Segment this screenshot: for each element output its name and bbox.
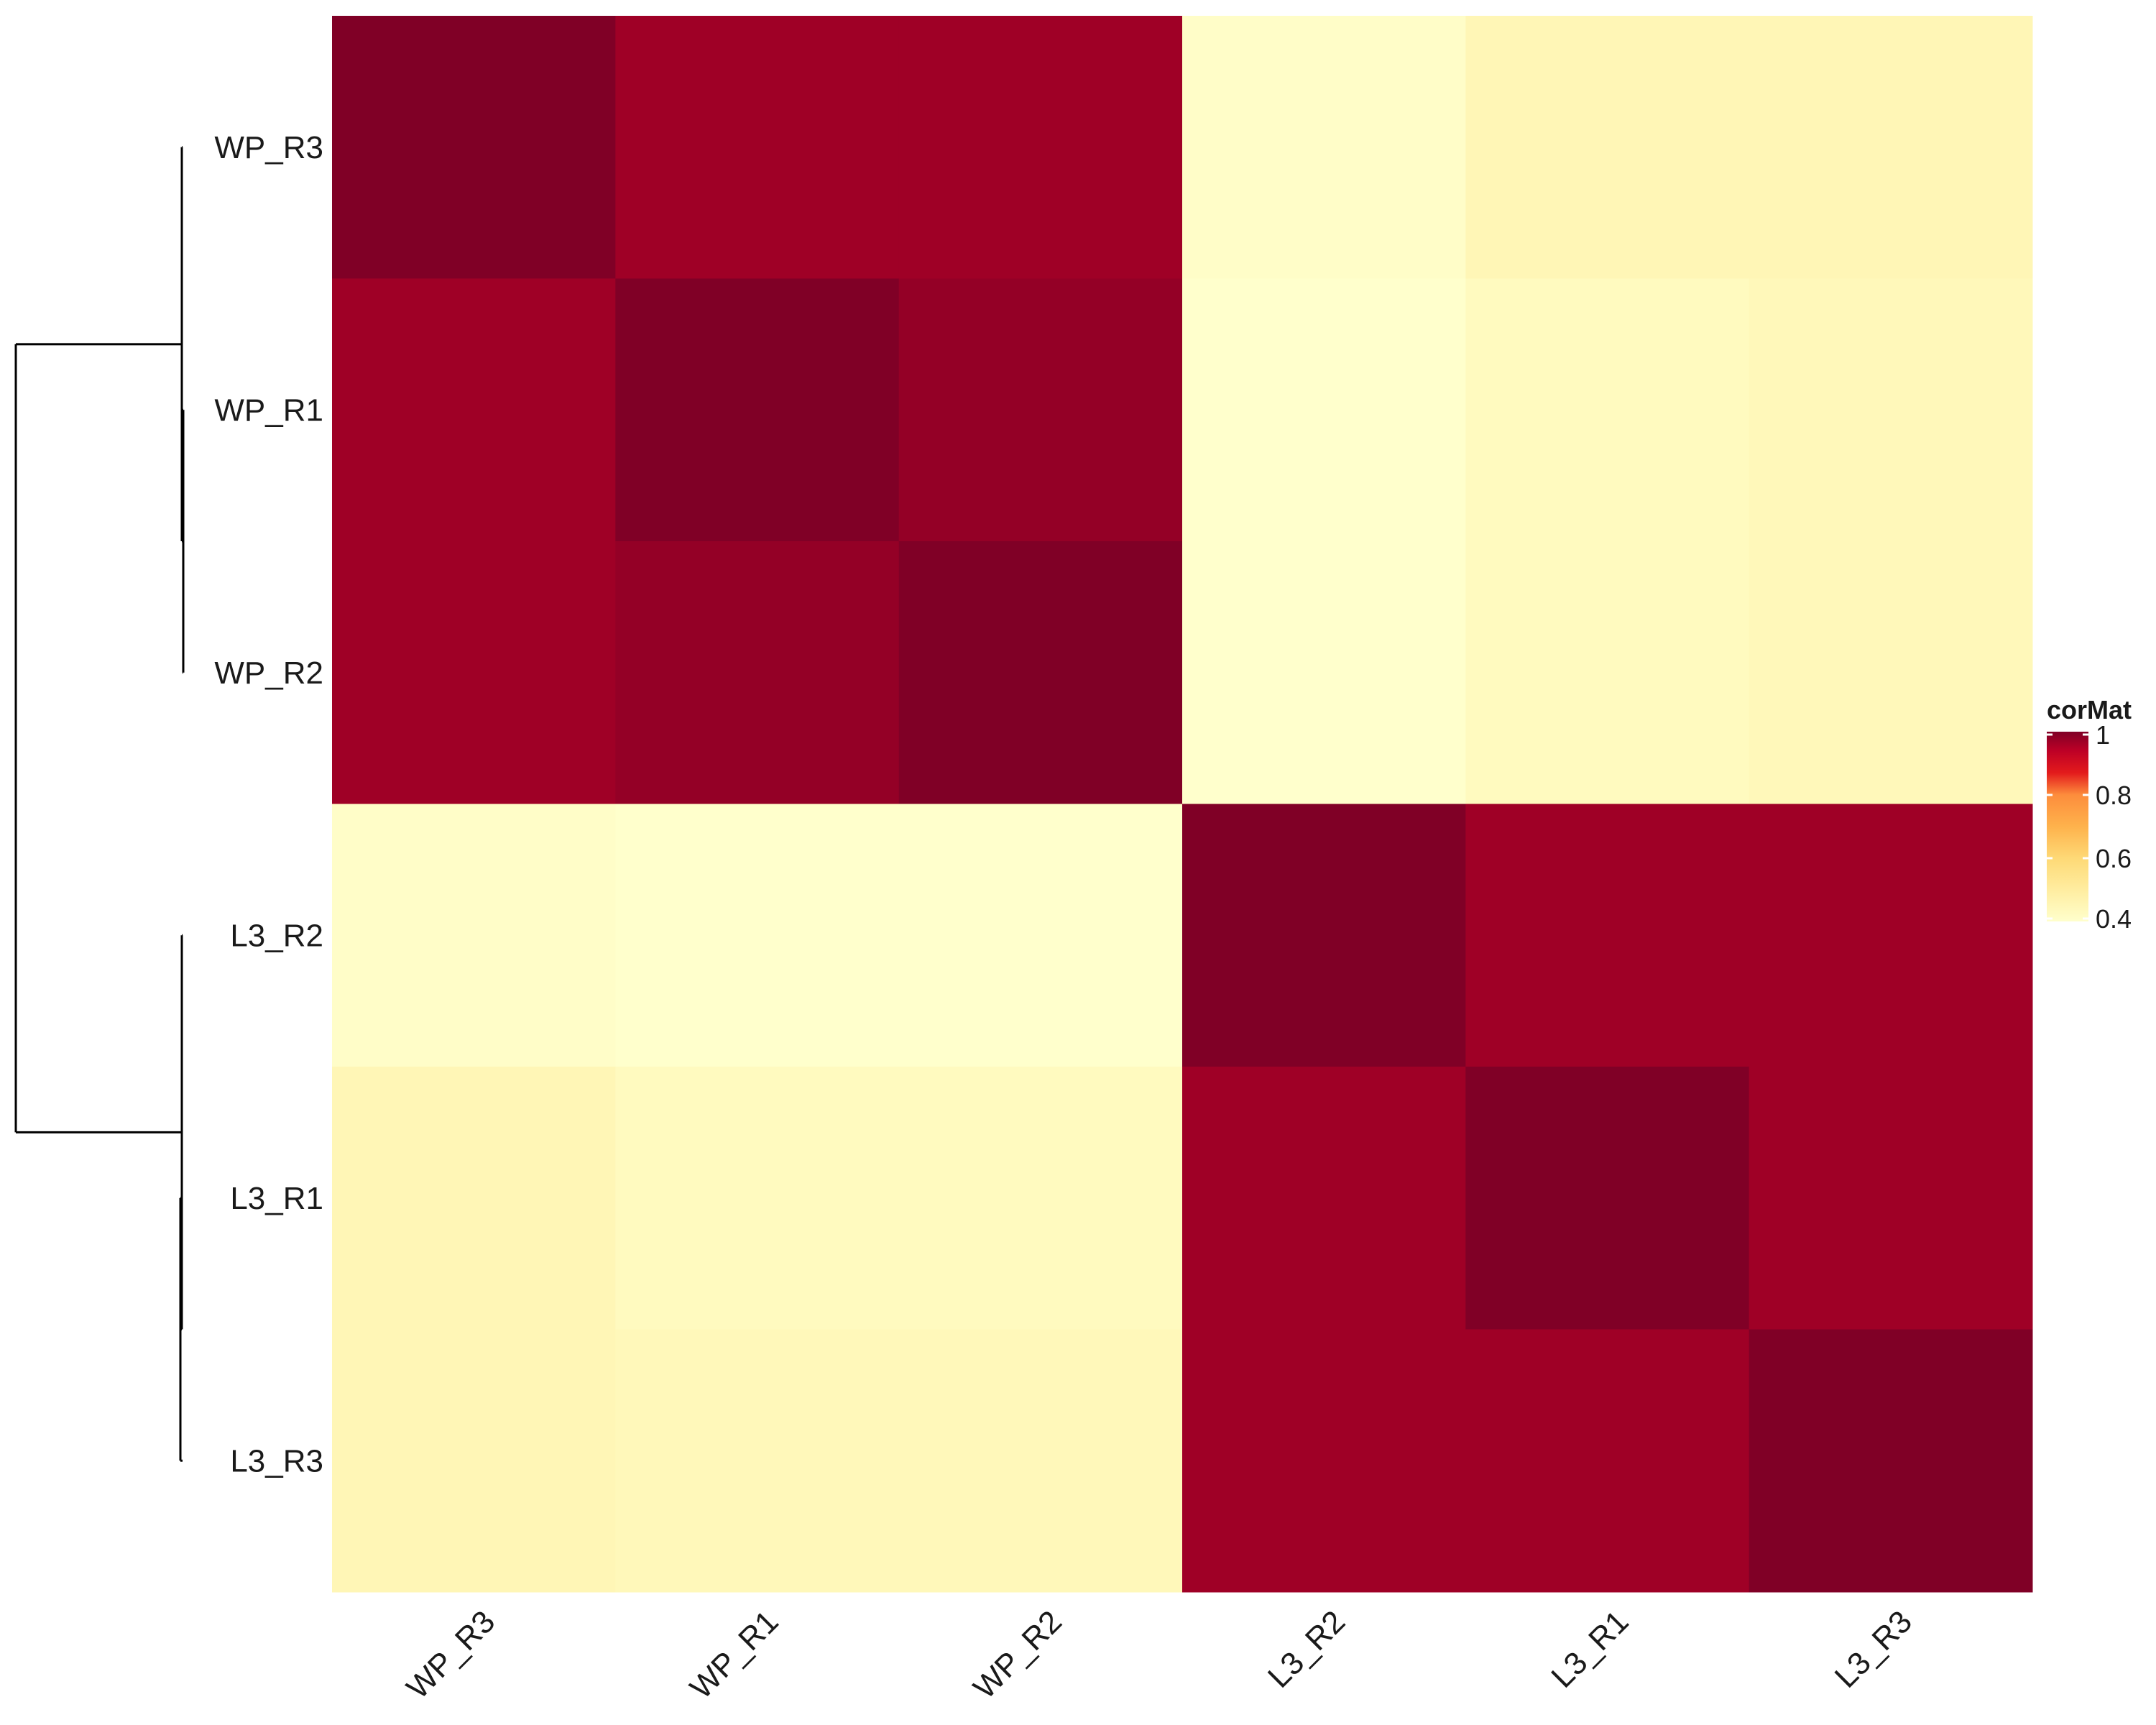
heatmap-cell-WP_R3-L3_R1 [1465,16,1750,279]
heatmap-cell-L3_R2-L3_R3 [1749,804,2033,1067]
heatmap-cell-WP_R1-WP_R3 [332,278,616,542]
heatmap-cell-WP_R2-L3_R1 [1465,541,1750,804]
column-labels: WP_R3 WP_R1 WP_R2 L3_R2 L3_R1 L3_R3 [400,1604,1919,1706]
legend-title: corMat [2047,695,2132,724]
row-dendrogram [14,146,185,1462]
heatmap-cell-WP_R1-L3_R2 [1182,278,1466,542]
legend-tick-label: 1 [2096,720,2110,750]
heatmap-cell-WP_R3-WP_R2 [898,16,1183,279]
heatmap-cell-L3_R1-WP_R2 [898,1067,1183,1330]
color-legend: corMat 1 0.8 0.6 0.4 [2047,695,2132,934]
heatmap-cell-L3_R1-L3_R3 [1749,1067,2033,1330]
heatmap-cell-L3_R3-L3_R3 [1749,1329,2033,1593]
legend-tick-label: 0.4 [2096,904,2132,934]
heatmap-cell-L3_R1-WP_R3 [332,1067,616,1330]
heatmap-cell-WP_R2-WP_R2 [898,541,1183,804]
column-label-L3_R3: L3_R3 [1828,1604,1919,1694]
heatmap-cell-WP_R3-WP_R1 [615,16,900,279]
heatmap-cell-L3_R2-WP_R2 [898,804,1183,1067]
row-label-WP_R2: WP_R2 [214,656,323,691]
heatmap-cell-L3_R1-WP_R1 [615,1067,900,1330]
heatmap-cell-WP_R2-WP_R3 [332,541,616,804]
column-label-L3_R1: L3_R1 [1544,1604,1635,1694]
legend-tick-label: 0.8 [2096,781,2132,810]
column-label-L3_R2: L3_R2 [1261,1604,1352,1694]
heatmap-cell-WP_R3-L3_R3 [1749,16,2033,279]
heatmap-cell-L3_R2-WP_R1 [615,804,900,1067]
heatmap-cell-L3_R2-L3_R2 [1182,804,1466,1067]
column-label-WP_R2: WP_R2 [967,1604,1069,1706]
row-label-L3_R2: L3_R2 [230,918,323,953]
heatmap-cell-WP_R3-L3_R2 [1182,16,1466,279]
row-label-L3_R3: L3_R3 [230,1443,323,1478]
row-label-L3_R1: L3_R1 [230,1181,323,1216]
heatmap-cell-L3_R3-WP_R2 [898,1329,1183,1593]
legend-tick-label: 0.6 [2096,844,2132,873]
heatmap-cell-WP_R1-WP_R2 [898,278,1183,542]
heatmap-cell-WP_R1-WP_R1 [615,278,900,542]
heatmap-cell-L3_R3-WP_R3 [332,1329,616,1593]
heatmap-cell-L3_R1-L3_R1 [1465,1067,1750,1330]
row-label-WP_R3: WP_R3 [214,130,323,165]
legend-color-bar [2047,732,2088,921]
heatmap-cell-WP_R2-L3_R2 [1182,541,1466,804]
heatmap-cells [332,16,2033,1593]
heatmap-cell-L3_R3-L3_R2 [1182,1329,1466,1593]
row-label-WP_R1: WP_R1 [214,392,323,428]
heatmap-cell-WP_R2-WP_R1 [615,541,900,804]
heatmap-cell-L3_R3-WP_R1 [615,1329,900,1593]
column-label-WP_R1: WP_R1 [683,1604,786,1706]
heatmap-cell-L3_R2-L3_R1 [1465,804,1750,1067]
heatmap-cell-WP_R1-L3_R1 [1465,278,1750,542]
column-label-WP_R3: WP_R3 [400,1604,502,1706]
heatmap-cell-L3_R3-L3_R1 [1465,1329,1750,1593]
heatmap-cell-L3_R1-L3_R2 [1182,1067,1466,1330]
heatmap-cell-L3_R2-WP_R3 [332,804,616,1067]
heatmap-cell-WP_R2-L3_R3 [1749,541,2033,804]
row-labels: WP_R3 WP_R1 WP_R2 L3_R2 L3_R1 L3_R3 [214,130,323,1479]
heatmap-cell-WP_R3-WP_R3 [332,16,616,279]
legend-ticks: 1 0.8 0.6 0.4 [2047,720,2132,934]
heatmap-cell-WP_R1-L3_R3 [1749,278,2033,542]
